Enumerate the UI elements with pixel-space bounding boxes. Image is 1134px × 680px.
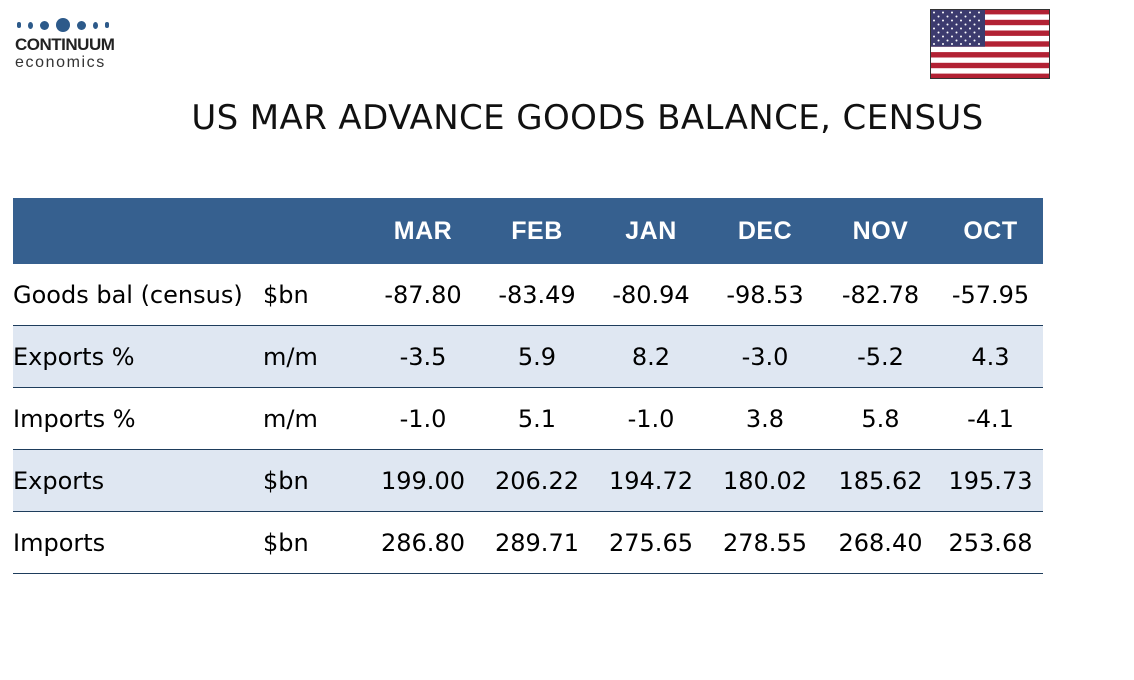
table-cell: 5.8 bbox=[823, 387, 938, 450]
table-cell: 3.8 bbox=[707, 387, 823, 450]
table-cell: 180.02 bbox=[707, 449, 823, 512]
table-cell: -3.5 bbox=[367, 325, 479, 388]
row-label: Goods bal (census) bbox=[13, 264, 263, 326]
table-cell: -3.0 bbox=[707, 325, 823, 388]
table-cell: 8.2 bbox=[595, 325, 707, 388]
column-header: MAR bbox=[393, 216, 453, 245]
table-cell: -87.80 bbox=[367, 264, 479, 326]
table-cell: 5.9 bbox=[479, 325, 595, 388]
table-row: Imports % m/m -1.0 5.1 -1.0 3.8 5.8 -4.1 bbox=[13, 387, 1043, 450]
table-cell: 253.68 bbox=[938, 511, 1043, 574]
table-cell: -5.2 bbox=[823, 325, 938, 388]
row-label: Exports bbox=[13, 449, 263, 512]
table-cell: 185.62 bbox=[823, 449, 938, 512]
table-row: Exports % m/m -3.5 5.9 8.2 -3.0 -5.2 4.3 bbox=[13, 325, 1043, 388]
row-label: Imports % bbox=[13, 387, 263, 450]
table-cell: 268.40 bbox=[823, 511, 938, 574]
row-label: Imports bbox=[13, 511, 263, 574]
row-unit: $bn bbox=[263, 511, 367, 574]
column-header: FEB bbox=[511, 216, 563, 245]
logo-name: CONTINUUM bbox=[15, 35, 115, 54]
table-cell: 4.3 bbox=[938, 325, 1043, 388]
table-cell: -98.53 bbox=[707, 264, 823, 326]
column-header: DEC bbox=[737, 216, 793, 245]
us-flag-icon bbox=[930, 9, 1050, 79]
table-cell: 199.00 bbox=[367, 449, 479, 512]
table-cell: 289.71 bbox=[479, 511, 595, 574]
table-row: Imports $bn 286.80 289.71 275.65 278.55 … bbox=[13, 511, 1043, 574]
row-unit: $bn bbox=[263, 264, 367, 326]
table-cell: -82.78 bbox=[823, 264, 938, 326]
data-table: MAR FEB JAN DEC NOV OCT Goods bal (censu… bbox=[13, 198, 1043, 574]
table-cell: -80.94 bbox=[595, 264, 707, 326]
row-unit: m/m bbox=[263, 325, 367, 388]
table-row: Exports $bn 199.00 206.22 194.72 180.02 … bbox=[13, 449, 1043, 512]
table-cell: -1.0 bbox=[595, 387, 707, 450]
column-header: JAN bbox=[625, 216, 677, 245]
table-cell: 206.22 bbox=[479, 449, 595, 512]
row-unit: m/m bbox=[263, 387, 367, 450]
table-cell: 5.1 bbox=[479, 387, 595, 450]
page-title: US MAR ADVANCE GOODS BALANCE, CENSUS bbox=[191, 98, 984, 138]
column-header: OCT bbox=[963, 216, 1018, 245]
table-cell: 194.72 bbox=[595, 449, 707, 512]
row-unit: $bn bbox=[263, 449, 367, 512]
table-cell: -57.95 bbox=[938, 264, 1043, 326]
table-cell: 278.55 bbox=[707, 511, 823, 574]
table-header-row: MAR FEB JAN DEC NOV OCT bbox=[13, 198, 1043, 264]
header-empty-label bbox=[13, 198, 263, 264]
logo-dots bbox=[15, 15, 145, 35]
table-cell: -4.1 bbox=[938, 387, 1043, 450]
table-row: Goods bal (census) $bn -87.80 -83.49 -80… bbox=[13, 264, 1043, 326]
logo-subtitle: economics bbox=[15, 54, 106, 71]
row-label: Exports % bbox=[13, 325, 263, 388]
table-cell: -83.49 bbox=[479, 264, 595, 326]
table-cell: 195.73 bbox=[938, 449, 1043, 512]
column-header: NOV bbox=[852, 216, 909, 245]
table-cell: 275.65 bbox=[595, 511, 707, 574]
table-cell: -1.0 bbox=[367, 387, 479, 450]
table-cell: 286.80 bbox=[367, 511, 479, 574]
company-logo: CONTINUUM economics bbox=[15, 15, 145, 71]
header-empty-unit bbox=[263, 198, 367, 264]
